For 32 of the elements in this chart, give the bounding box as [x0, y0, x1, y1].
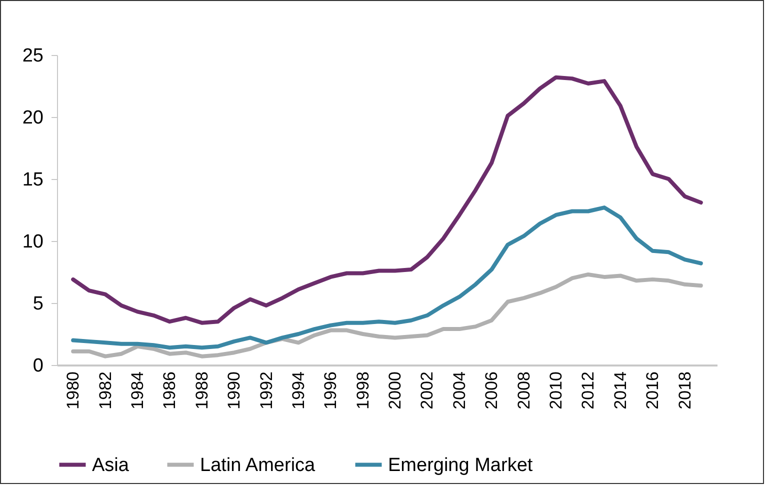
- x-tick-label: 2004: [450, 372, 469, 410]
- x-tick-label: 1994: [288, 372, 308, 410]
- y-tick-label: 20: [22, 108, 44, 128]
- legend-label: Asia: [92, 454, 130, 476]
- x-tick-label: 1996: [321, 372, 340, 410]
- x-tick-label: 1988: [192, 372, 212, 410]
- x-tick-label: 1982: [96, 372, 115, 410]
- x-tick-label: 2000: [386, 372, 405, 410]
- x-tick-label: 1986: [160, 372, 180, 410]
- line-series: [71, 75, 703, 325]
- x-tick-label: 1992: [256, 372, 276, 410]
- x-tick-label: 1998: [353, 372, 372, 410]
- x-tick-label: 1984: [128, 372, 147, 410]
- x-tick-label: 1990: [224, 372, 244, 410]
- x-tick-label: 2014: [610, 372, 630, 410]
- y-tick-label: 15: [22, 170, 44, 190]
- x-tick-label: 2010: [546, 372, 566, 410]
- x-tick-label: 2016: [643, 372, 662, 410]
- x-tick-label: 2018: [675, 372, 694, 410]
- legend-label: Latin America: [200, 454, 316, 476]
- x-tick-label: 1980: [64, 372, 83, 410]
- y-tick-label: 10: [22, 232, 44, 252]
- y-tick-label: 25: [22, 46, 44, 66]
- legend-label: Emerging Market: [388, 454, 534, 476]
- y-tick-label: 0: [32, 356, 44, 376]
- x-tick-label: 2008: [514, 372, 534, 410]
- x-tick-label: 2002: [418, 372, 437, 410]
- x-tick-label: 2012: [578, 372, 598, 410]
- x-tick-label: 2006: [482, 372, 502, 410]
- y-tick-label: 5: [32, 294, 44, 314]
- line-series: [71, 272, 703, 358]
- line-series: [71, 206, 703, 350]
